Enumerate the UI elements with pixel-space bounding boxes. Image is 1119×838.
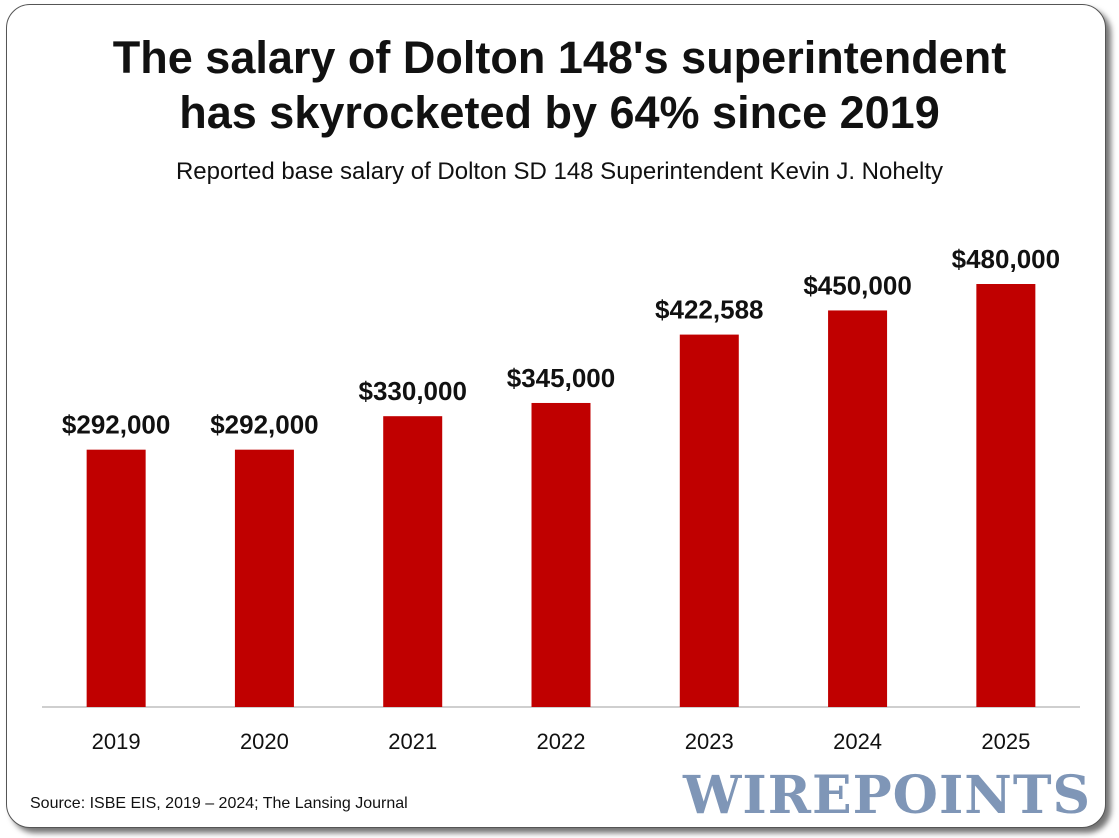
value-label-2019: $292,000 xyxy=(62,410,170,440)
value-label-2021: $330,000 xyxy=(358,376,466,406)
bar-2025 xyxy=(976,284,1036,707)
chart-title: The salary of Dolton 148's superintenden… xyxy=(0,30,1119,140)
bar-2023 xyxy=(679,334,739,707)
x-tick-2025: 2025 xyxy=(981,729,1030,754)
bars-group xyxy=(86,284,1036,707)
bar-2019 xyxy=(86,449,146,707)
bar-2022 xyxy=(531,402,591,707)
value-label-2024: $450,000 xyxy=(803,270,911,300)
chart-title-line-2: has skyrocketed by 64% since 2019 xyxy=(179,87,940,138)
x-tick-2023: 2023 xyxy=(685,729,734,754)
x-tick-2019: 2019 xyxy=(92,729,141,754)
value-label-2022: $345,000 xyxy=(507,363,615,393)
chart-title-line-1: The salary of Dolton 148's superintenden… xyxy=(112,32,1007,83)
chart-subtitle: Reported base salary of Dolton SD 148 Su… xyxy=(175,158,944,185)
value-label-2020: $292,000 xyxy=(210,410,318,440)
bar-2024 xyxy=(828,310,888,707)
x-tick-2020: 2020 xyxy=(240,729,289,754)
value-label-2025: $480,000 xyxy=(952,244,1060,274)
bar-2020 xyxy=(234,449,294,707)
x-tick-2024: 2024 xyxy=(833,729,882,754)
value-label-2023: $422,588 xyxy=(655,295,763,325)
bar-2021 xyxy=(383,416,443,707)
source-note: Source: ISBE EIS, 2019 – 2024; The Lansi… xyxy=(30,795,408,812)
value-labels-group: $292,000 $292,000 $330,000 $345,000 $422,588… xyxy=(62,244,1060,440)
x-tick-labels-group: 2019 2020 2021 2022 2023 2024 2025 xyxy=(92,729,1031,754)
wirepoints-logo: WIREPOINTS xyxy=(683,765,1092,826)
x-tick-2022: 2022 xyxy=(537,729,586,754)
x-tick-2021: 2021 xyxy=(388,729,437,754)
